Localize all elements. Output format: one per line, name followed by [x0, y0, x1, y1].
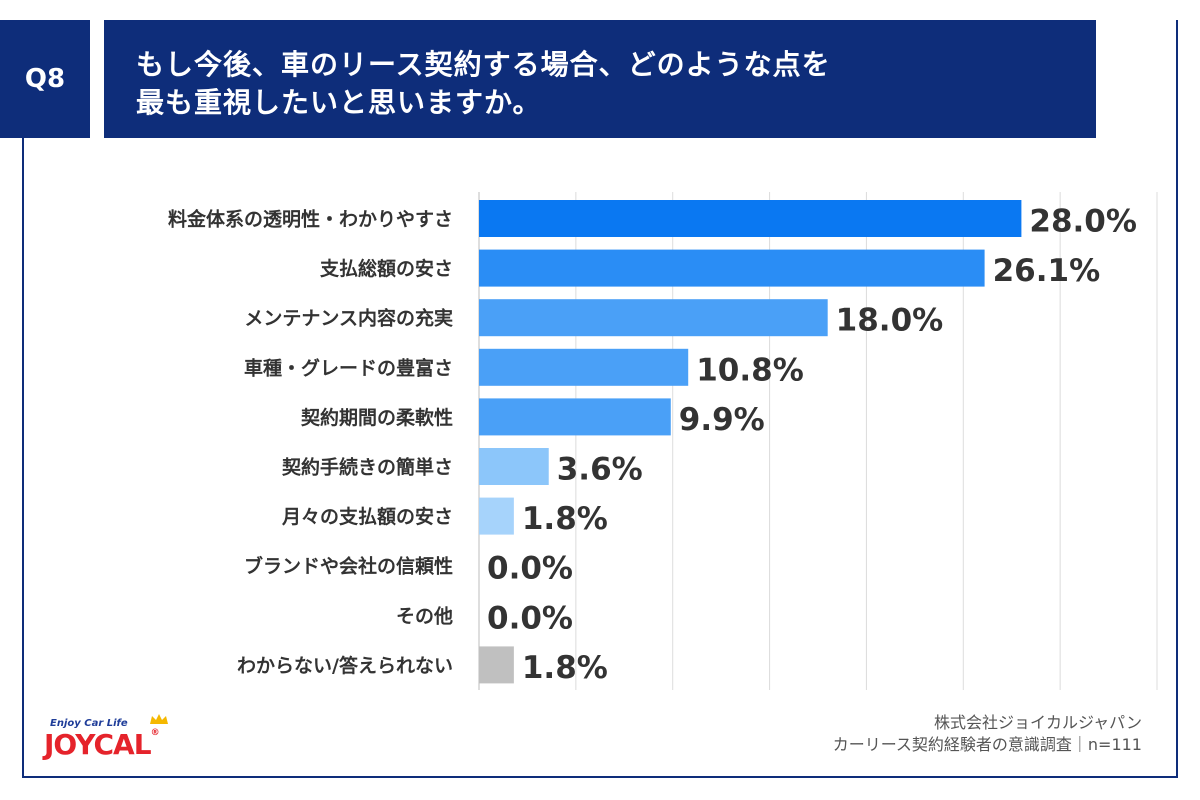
question-banner: もし今後、車のリース契約する場合、どのような点を 最も重視したいと思いますか。	[104, 20, 1096, 138]
category-label: 契約期間の柔軟性	[300, 406, 453, 429]
value-label: 1.8%	[522, 650, 608, 686]
question-text-line-1: もし今後、車のリース契約する場合、どのような点を	[136, 48, 831, 81]
category-label: 契約手続きの簡単さ	[281, 456, 453, 479]
bar	[479, 299, 828, 337]
logo-registered-mark: ®	[150, 728, 160, 738]
category-labels: 料金体系の透明性・わかりやすさ支払総額の安さメンテナンス内容の充実車種・グレード…	[168, 208, 453, 677]
question-text-line-2: 最も重視したいと思いますか。	[136, 86, 542, 119]
bars	[479, 200, 1022, 684]
logo-tagline: Enjoy Car Life	[50, 718, 128, 729]
value-label: 0.0%	[487, 551, 573, 587]
value-label: 3.6%	[557, 452, 643, 488]
source-company: 株式会社ジョイカルジャパン	[933, 713, 1142, 732]
question-number-badge: Q8	[0, 20, 90, 138]
value-label: 9.9%	[679, 402, 765, 438]
question-number: Q8	[24, 64, 66, 94]
bar	[479, 249, 985, 287]
value-label: 0.0%	[487, 600, 573, 636]
value-labels: 28.0% 26.1% 18.0% 10.8% 9.9% 3.6% 1.8% 0.0% 0.0%…	[487, 204, 1137, 686]
category-label: メンテナンス内容の充実	[244, 307, 453, 330]
category-label: 月々の支払額の安さ	[281, 505, 453, 528]
source-note: 株式会社ジョイカルジャパン カーリース契約経験者の意識調査｜n=111	[833, 712, 1142, 756]
bar	[479, 348, 689, 386]
bar	[479, 448, 549, 485]
bar	[479, 646, 514, 684]
crown-icon	[150, 714, 168, 724]
category-label: 支払総額の安さ	[319, 257, 453, 280]
value-label: 10.8%	[696, 352, 804, 388]
category-label: 料金体系の透明性・わかりやすさ	[168, 208, 453, 231]
content-frame	[22, 20, 1178, 778]
logo-wordmark: JOYCAL®	[44, 728, 160, 761]
value-label: 28.0%	[1029, 204, 1137, 240]
category-label: ブランドや会社の信頼性	[244, 555, 453, 578]
value-label: 18.0%	[836, 303, 944, 339]
joycal-logo: Enjoy Car Life JOYCAL®	[44, 714, 194, 766]
category-label: わからない/答えられない	[237, 654, 453, 677]
bar	[479, 200, 1022, 237]
category-label: 車種・グレードの豊富さ	[244, 356, 453, 379]
category-label: その他	[396, 604, 453, 627]
value-label: 1.8%	[522, 501, 608, 537]
value-label: 26.1%	[993, 253, 1101, 289]
bar	[479, 497, 514, 535]
source-survey: カーリース契約経験者の意識調査｜n=111	[832, 735, 1142, 754]
bar	[479, 398, 671, 436]
logo-name: JOYCAL	[44, 728, 152, 761]
